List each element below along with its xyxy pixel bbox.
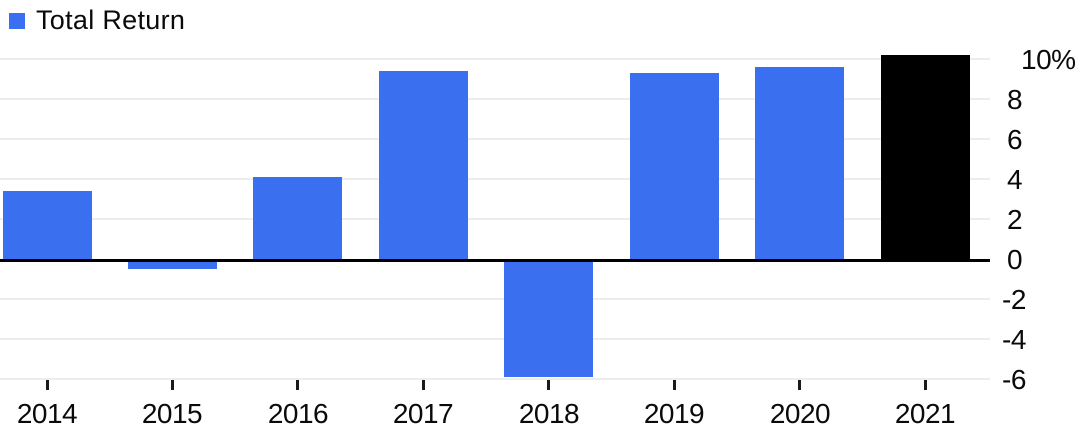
x-axis-label-2019: 2019: [643, 398, 705, 429]
x-axis-label-2014: 2014: [16, 398, 78, 429]
gridline-10%: [0, 58, 990, 60]
x-axis-line: [0, 259, 990, 262]
y-axis-label--6: -6: [1002, 364, 1026, 395]
x-axis-tick-2016: [296, 380, 299, 390]
x-axis-tick-2014: [46, 380, 49, 390]
legend: Total Return: [9, 4, 186, 35]
gridline--4: [0, 338, 990, 340]
x-axis-label-2021: 2021: [894, 398, 956, 429]
y-axis-label-10%: 10%: [1021, 44, 1076, 75]
bar-2015[interactable]: [128, 259, 217, 269]
x-axis-label-2020: 2020: [769, 398, 831, 429]
bar-2020[interactable]: [755, 67, 844, 259]
bar-2019[interactable]: [630, 73, 719, 259]
gridline-8: [0, 98, 990, 100]
x-axis-tick-2020: [798, 380, 801, 390]
gridline-6: [0, 138, 990, 140]
bar-2014[interactable]: [3, 191, 92, 259]
x-axis-tick-2019: [673, 380, 676, 390]
x-axis-tick-2017: [422, 380, 425, 390]
y-axis-label-8: 8: [1007, 84, 1023, 115]
y-axis-label-6: 6: [1007, 124, 1023, 155]
gridline-2: [0, 218, 990, 220]
x-axis-label-2015: 2015: [141, 398, 203, 429]
y-axis-label--4: -4: [1002, 324, 1026, 355]
x-axis-label-2018: 2018: [518, 398, 580, 429]
legend-label: Total Return: [36, 4, 186, 35]
gridline--6: [0, 378, 990, 380]
legend-swatch-icon: [9, 13, 25, 29]
gridline--2: [0, 298, 990, 300]
x-axis-tick-2015: [171, 380, 174, 390]
x-axis-tick-2018: [547, 380, 550, 390]
y-axis-label-2: 2: [1007, 204, 1023, 235]
x-axis-label-2017: 2017: [392, 398, 454, 429]
bar-2017[interactable]: [379, 71, 468, 259]
bar-2016[interactable]: [253, 177, 342, 259]
y-axis-label-4: 4: [1007, 164, 1023, 195]
y-axis-label--2: -2: [1002, 284, 1026, 315]
x-axis-tick-2021: [924, 380, 927, 390]
x-axis-label-2016: 2016: [267, 398, 329, 429]
y-axis-label-0: 0: [1007, 244, 1023, 275]
bar-2021[interactable]: [881, 55, 970, 259]
bar-2018[interactable]: [504, 259, 593, 377]
gridline-4: [0, 178, 990, 180]
